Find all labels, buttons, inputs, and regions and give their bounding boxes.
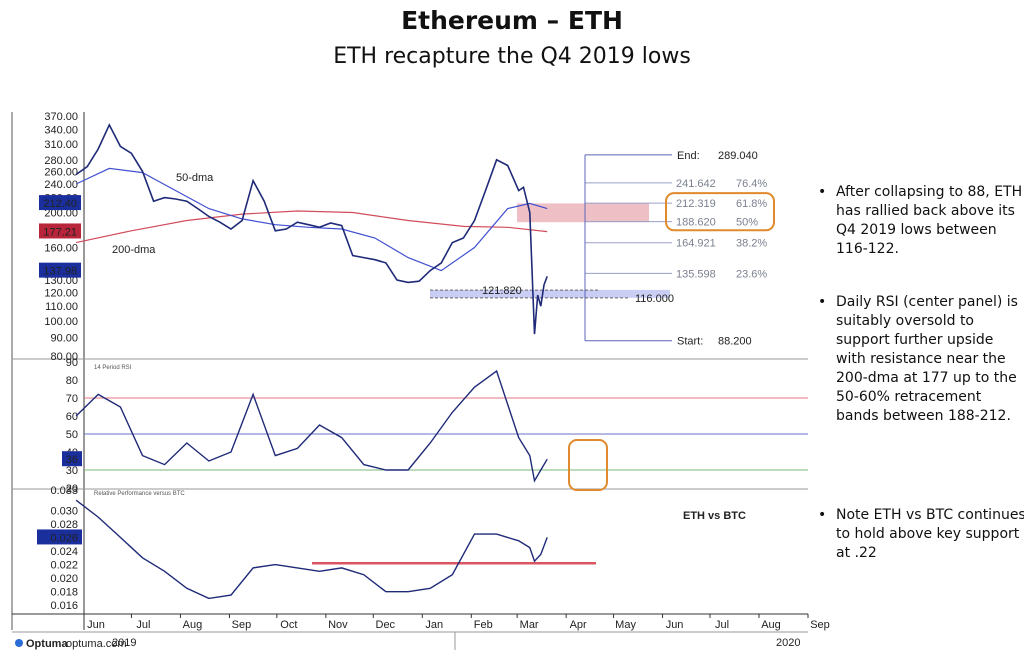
rsi-oversold-highlight xyxy=(568,439,608,491)
resistance-band xyxy=(517,203,649,223)
fib-pct-label: 38.2% xyxy=(736,238,767,250)
price-y-tick: 340.00 xyxy=(44,124,78,136)
price-y-tick: 90.00 xyxy=(50,333,78,345)
rsi-y-tick: 20 xyxy=(66,483,78,495)
fib-value-label: 241.642 xyxy=(676,178,716,190)
x-month-label: Sep xyxy=(232,619,252,631)
price-y-tick: 100.00 xyxy=(44,316,78,328)
fib-end-label: End: xyxy=(677,150,700,162)
support-band xyxy=(430,289,670,298)
ma200-line xyxy=(75,210,548,244)
price-y-tick: 280.00 xyxy=(44,155,78,167)
rsi-value-badge: 36 xyxy=(66,454,78,466)
price-y-tick: 370.00 xyxy=(44,111,78,123)
x-month-label: May xyxy=(615,619,636,631)
price-y-tick: 160.00 xyxy=(44,242,78,254)
price-y-tick: 130.00 xyxy=(44,275,78,287)
rsi-value-badge-box xyxy=(62,451,82,467)
x-month-label: Apr xyxy=(570,619,587,631)
fib-pct-label: 23.6% xyxy=(736,268,767,280)
relative-value-badge: 0.026 xyxy=(50,532,78,544)
x-month-label: Aug xyxy=(761,619,781,631)
optuma-logo-icon xyxy=(15,639,23,647)
eth-vs-btc-label: ETH vs BTC xyxy=(683,510,746,522)
price-y-tick: 200.00 xyxy=(44,208,78,220)
low-price-badge-box xyxy=(39,262,81,278)
commentary-bullet: Daily RSI (center panel) is suitably ove… xyxy=(818,293,1024,426)
x-month-label: Feb xyxy=(474,619,493,631)
rsi-line xyxy=(75,369,548,483)
rsi-y-tick: 90 xyxy=(66,357,78,369)
fib-pct-label: 61.8% xyxy=(736,198,767,210)
retracement-highlight xyxy=(665,192,775,232)
fib-value-label: 188.620 xyxy=(676,217,716,229)
rsi-y-tick: 70 xyxy=(66,393,78,405)
x-month-label: Sep xyxy=(810,619,830,631)
last-price-badge: 212.40 xyxy=(43,198,77,210)
relative-y-tick: 0.018 xyxy=(50,587,78,599)
relative-y-tick: 0.033 xyxy=(50,485,78,497)
fib-pct-label: 50% xyxy=(736,217,758,229)
slide-title: Ethereum – ETH xyxy=(401,6,623,35)
x-month-label: Dec xyxy=(376,619,396,631)
price-y-tick: 110.00 xyxy=(45,301,78,313)
price-y-tick: 310.00 xyxy=(44,139,78,151)
ma200-badge-box xyxy=(39,223,81,239)
support-label-116: 116.000 xyxy=(635,293,674,305)
ma50-label: 50-dma xyxy=(176,172,214,184)
price-y-tick: 240.00 xyxy=(44,179,78,191)
x-month-label: Jul xyxy=(136,619,150,631)
eth-price-line xyxy=(75,123,548,335)
commentary-bullet: Note ETH vs BTC continues to hold above … xyxy=(818,506,1024,563)
price-y-tick: 260.00 xyxy=(44,166,78,178)
commentary-bullet: After collapsing to 88, ETH has rallied … xyxy=(818,183,1024,259)
relative-y-tick: 0.028 xyxy=(50,519,78,531)
price-y-tick: 80.00 xyxy=(50,351,78,363)
relative-y-tick: 0.022 xyxy=(50,560,78,572)
fib-pct-label: 76.4% xyxy=(736,178,767,190)
relative-y-tick: 0.030 xyxy=(50,505,78,517)
x-month-label: Oct xyxy=(280,619,297,631)
low-price-badge: 137.98 xyxy=(43,266,77,278)
x-month-label: Nov xyxy=(328,619,348,631)
relative-y-tick: 0.020 xyxy=(50,573,78,585)
x-month-label: Jun xyxy=(666,619,684,631)
rsi-y-tick: 60 xyxy=(66,411,78,423)
ma50-line xyxy=(75,167,548,272)
ma200-badge: 177.21 xyxy=(43,226,77,238)
rsi-y-tick: 30 xyxy=(66,465,78,477)
fib-end-value: 88.200 xyxy=(718,336,752,348)
x-month-label: Jun xyxy=(87,619,105,631)
support-label-121: 121.820 xyxy=(482,285,522,297)
fib-value-label: 135.598 xyxy=(676,268,716,280)
relative-line xyxy=(75,499,548,600)
year-label-2020: 2020 xyxy=(776,637,800,649)
price-y-tick: 120.00 xyxy=(44,288,78,300)
optuma-logo: Optuma xyxy=(26,638,68,650)
relative-y-tick: 0.024 xyxy=(50,546,78,558)
rsi-y-tick: 50 xyxy=(66,429,78,441)
year-label-2019: 2019 xyxy=(112,637,136,649)
fib-value-label: 212.319 xyxy=(676,198,716,210)
rsi-panel-title: 14 Period RSI xyxy=(94,365,132,371)
x-month-label: Mar xyxy=(520,619,539,631)
last-price-badge-box xyxy=(39,195,81,211)
fib-end-label: Start: xyxy=(677,336,703,348)
relative-value-badge-box xyxy=(37,529,82,545)
optuma-url: optuma.com xyxy=(66,638,127,650)
fib-end-value: 289.040 xyxy=(718,150,758,162)
relative-panel-title: Relative Performance versus BTC xyxy=(94,491,185,497)
x-month-label: Jan xyxy=(425,619,443,631)
x-month-label: Aug xyxy=(183,619,203,631)
fib-value-label: 164.921 xyxy=(676,238,716,250)
rsi-y-tick: 80 xyxy=(66,375,78,387)
x-month-label: Jul xyxy=(715,619,729,631)
relative-y-tick: 0.016 xyxy=(50,600,78,612)
slide-subtitle: ETH recapture the Q4 2019 lows xyxy=(333,44,691,69)
ma200-label: 200-dma xyxy=(112,244,156,256)
